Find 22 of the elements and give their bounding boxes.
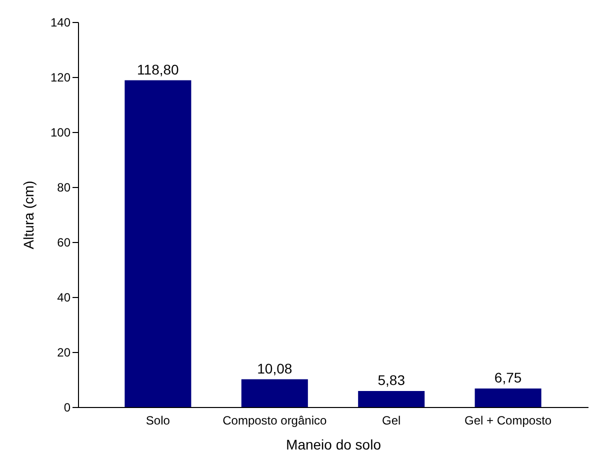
y-tick-label: 80: [57, 180, 71, 194]
x-tick-label: Gel + Composto: [464, 414, 552, 428]
y-tick-label: 60: [57, 236, 71, 250]
bar: [474, 388, 542, 407]
x-tick-label: Solo: [146, 414, 170, 428]
y-tick-label: 100: [50, 126, 71, 140]
x-axis-title: Maneio do solo: [286, 436, 382, 452]
y-tick-label: 40: [57, 290, 71, 304]
bar: [241, 379, 308, 407]
bar: [358, 390, 425, 407]
data-label: 6,75: [494, 369, 522, 386]
y-tick-label: 0: [64, 400, 71, 414]
data-label: 10,08: [257, 360, 292, 376]
y-tick-label: 140: [50, 16, 71, 30]
y-tick-label: 20: [57, 346, 71, 360]
y-axis-title: Altura (cm): [20, 180, 36, 250]
x-tick-label: Gel: [382, 414, 401, 428]
data-label: 5,83: [378, 372, 406, 388]
data-label: 118,80: [137, 61, 180, 78]
x-tick-label: Composto orgânico: [222, 414, 327, 428]
y-tick-label: 120: [50, 70, 71, 84]
bar: [124, 80, 192, 407]
